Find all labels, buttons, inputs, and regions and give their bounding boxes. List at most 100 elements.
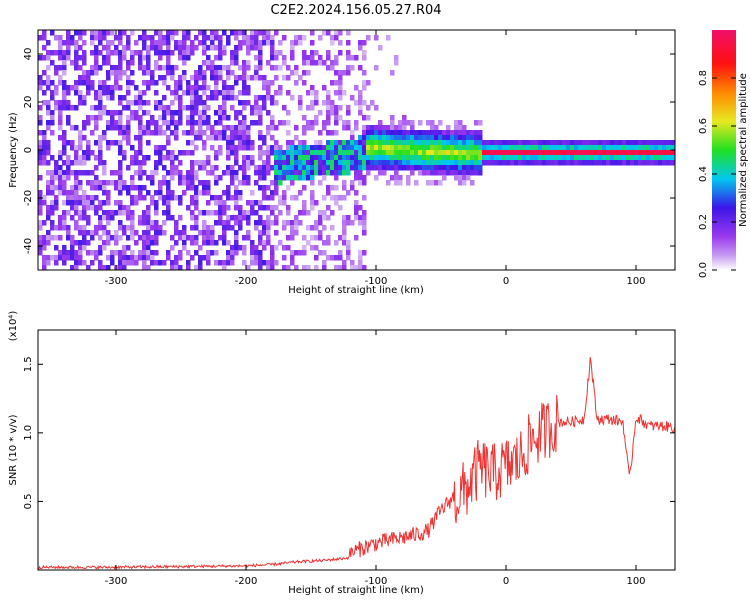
spectrogram-cell	[190, 240, 195, 246]
spectrogram-cell	[198, 245, 203, 251]
spectrogram-cell	[142, 40, 147, 46]
spectrogram-cell	[102, 180, 107, 186]
spectrogram-cell	[270, 35, 275, 41]
spectrogram-cell	[98, 235, 103, 241]
spectrogram-cell	[478, 165, 483, 171]
spectrogram-cell	[178, 85, 183, 91]
spectrogram-cell	[258, 165, 263, 171]
spectrogram-cell	[282, 155, 287, 161]
spectrogram-cell	[222, 220, 227, 226]
spectrogram-cell	[146, 70, 151, 76]
spectrogram-cell	[230, 70, 235, 76]
spectrogram-cell	[346, 125, 351, 131]
spectrogram-cell	[134, 260, 139, 266]
spectrogram-cell	[518, 145, 523, 151]
spectrogram-cell	[226, 115, 231, 121]
spectrogram-cell	[66, 35, 71, 41]
spectrogram-cell	[74, 210, 79, 216]
spectrogram-cell	[190, 110, 195, 116]
spectrogram-cell	[290, 260, 295, 266]
spectrogram-cell	[418, 130, 423, 136]
spectrogram-cell	[334, 115, 339, 121]
spectrogram-cell	[326, 65, 331, 71]
spectrogram-cell	[538, 145, 543, 151]
spectrogram-cell	[670, 160, 675, 166]
spectrogram-cell	[634, 155, 639, 161]
spectrogram-cell	[98, 145, 103, 151]
spectrogram-cell	[258, 235, 263, 241]
spectrogram-cell	[274, 190, 279, 196]
snr-series-line	[38, 357, 675, 570]
spectrogram-cell	[266, 160, 271, 166]
spectrogram-cell	[178, 100, 183, 106]
spectrogram-cell	[170, 90, 175, 96]
spectrogram-cell	[154, 120, 159, 126]
spectrogram-cell	[334, 90, 339, 96]
spectrogram-cell	[410, 170, 415, 176]
spectrogram-cell	[86, 70, 91, 76]
snr-panel: -300 -200 -100 0 100 0.51.01.5 Height of str…	[8, 311, 676, 596]
spectrogram-cell	[142, 65, 147, 71]
spectrogram-cell	[206, 190, 211, 196]
spectrogram-cell	[74, 205, 79, 211]
spectrogram-cell	[50, 60, 55, 66]
spectrogram-cell	[98, 265, 103, 270]
spectrogram-cell	[462, 145, 467, 151]
spectrogram-cell	[46, 235, 51, 241]
spectrogram-cell	[234, 60, 239, 66]
spectrogram-cell	[318, 155, 323, 161]
spectrogram-cell	[182, 35, 187, 41]
spectrogram-cell	[554, 160, 559, 166]
spectrogram-cell	[374, 125, 379, 131]
spectrogram-cell	[286, 150, 291, 156]
spectrogram-cell	[318, 180, 323, 186]
spectrogram-cell	[154, 80, 159, 86]
spectrogram-cell	[430, 180, 435, 186]
spectrogram-cell	[594, 160, 599, 166]
spectrogram-cell	[454, 145, 459, 151]
spectrogram-cell	[218, 205, 223, 211]
spectrogram-cell	[290, 155, 295, 161]
spectrogram-cell	[314, 220, 319, 226]
spectrogram-cell	[290, 195, 295, 201]
spectrogram-cell	[54, 185, 59, 191]
spectrogram-cell	[302, 160, 307, 166]
spectrogram-cell	[250, 260, 255, 266]
spectrogram-cell	[498, 150, 503, 156]
spectrogram-cell	[210, 45, 215, 51]
spectrogram-cell	[202, 230, 207, 236]
spectrogram-cell	[166, 85, 171, 91]
spectrogram-cell	[182, 75, 187, 81]
spectrogram-cell	[438, 150, 443, 156]
spectrogram-cell	[298, 190, 303, 196]
spectrogram-cell	[202, 85, 207, 91]
spectrogram-cell	[54, 195, 59, 201]
spectrogram-cell	[230, 105, 235, 111]
spectrogram-cell	[162, 210, 167, 216]
spectrogram-cell	[386, 155, 391, 161]
spectrogram-cell	[190, 195, 195, 201]
spectrogram-cell	[166, 105, 171, 111]
spectrogram-cell	[42, 140, 47, 146]
spectrogram-cell	[374, 150, 379, 156]
spectrogram-cell	[558, 150, 563, 156]
spectrogram-cell	[242, 105, 247, 111]
spectrogram-cell	[326, 165, 331, 171]
spectrogram-cell	[46, 110, 51, 116]
spectrogram-cell	[62, 215, 67, 221]
spectrogram-cell	[154, 65, 159, 71]
spectrogram-cell	[46, 75, 51, 81]
spectrogram-cell	[174, 170, 179, 176]
spectrogram-cell	[154, 250, 159, 256]
spectrogram-cell	[438, 120, 443, 126]
spectrogram-cell	[358, 40, 363, 46]
spectrogram-cell	[106, 50, 111, 56]
spectrogram-cell	[226, 220, 231, 226]
spectrogram-cell	[214, 55, 219, 61]
spectrogram-cell	[450, 170, 455, 176]
spectrogram-cell	[478, 130, 483, 136]
spectrogram-cell	[434, 160, 439, 166]
spectrogram-cell	[210, 75, 215, 81]
spectrogram-cell	[218, 70, 223, 76]
spectrogram-cell	[398, 155, 403, 161]
